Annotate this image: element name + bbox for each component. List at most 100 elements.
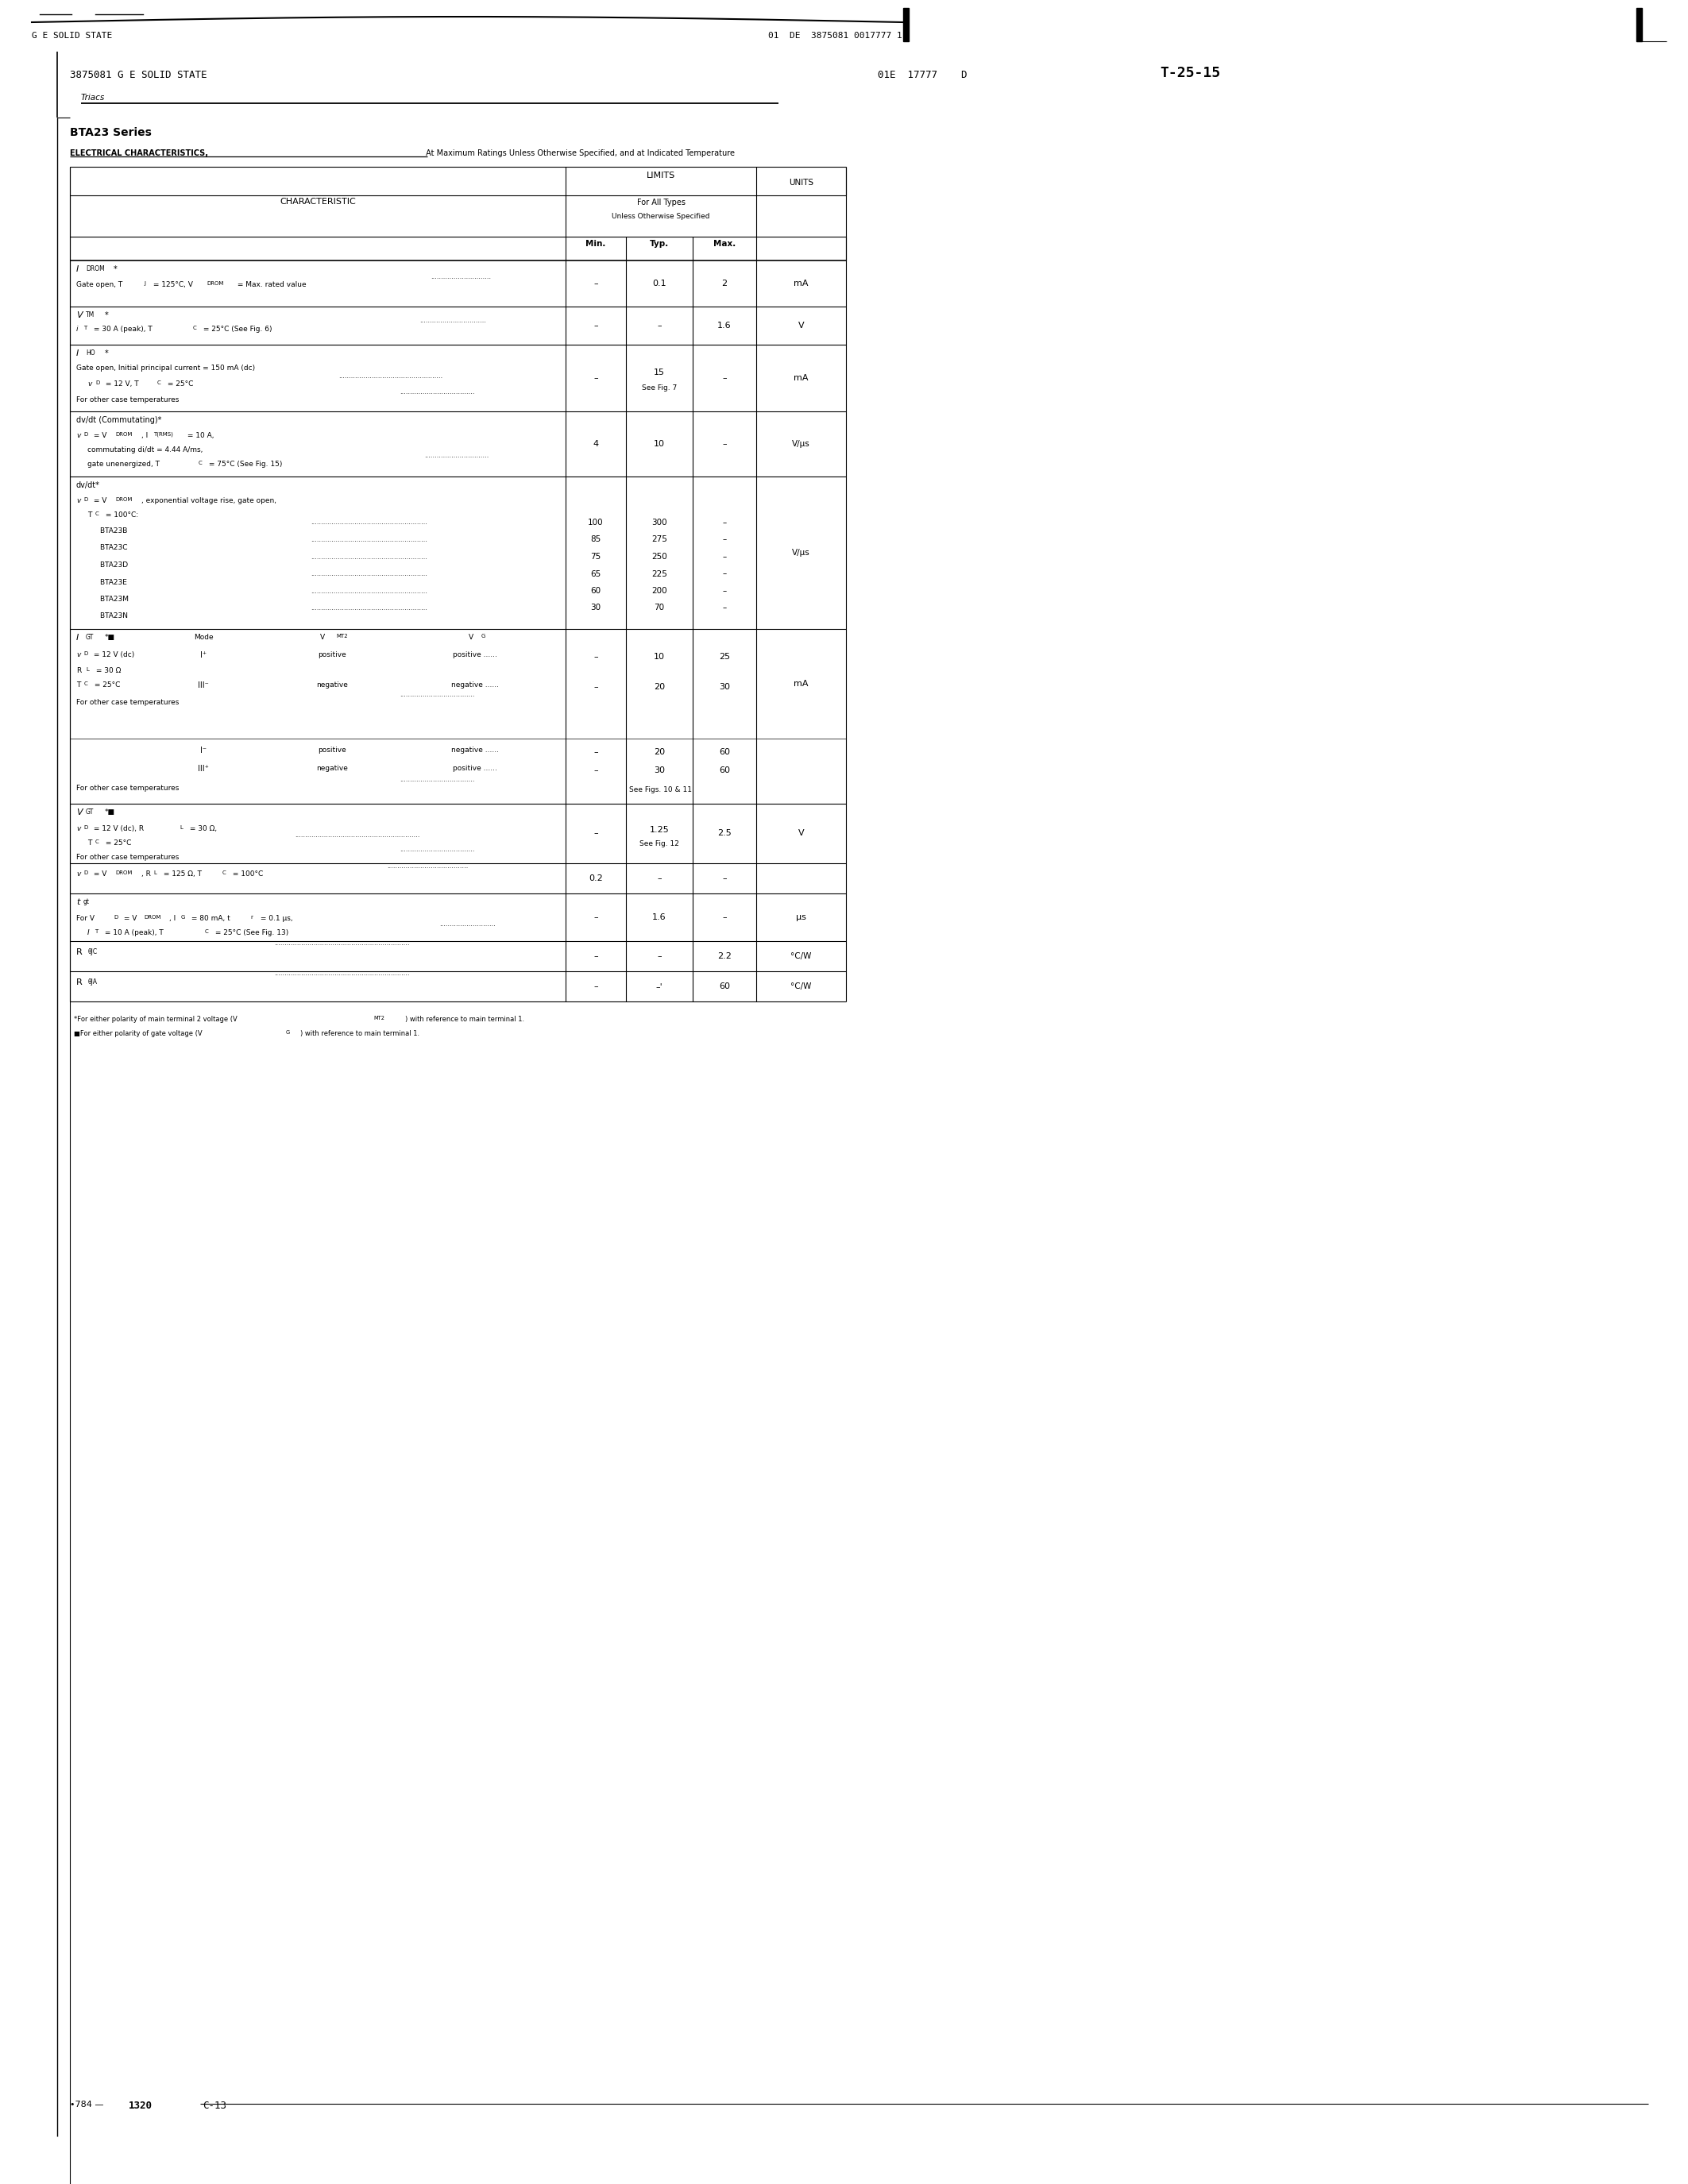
Text: mA: mA xyxy=(793,280,809,288)
Text: –: – xyxy=(594,373,598,382)
Text: 20: 20 xyxy=(653,684,665,690)
Text: DROM: DROM xyxy=(143,915,160,919)
Text: For other case temperatures: For other case temperatures xyxy=(76,395,181,404)
Text: , R: , R xyxy=(142,871,150,878)
Text: positive: positive xyxy=(317,747,346,753)
Text: ........................................................: ........................................… xyxy=(311,570,427,577)
Text: I: I xyxy=(88,928,89,937)
Text: CHARACTERISTIC: CHARACTERISTIC xyxy=(280,199,356,205)
Text: L: L xyxy=(179,826,182,830)
Text: 60: 60 xyxy=(719,749,729,756)
Text: 25: 25 xyxy=(719,653,731,662)
Text: 275: 275 xyxy=(652,535,667,544)
Text: .................................................................: ........................................… xyxy=(273,970,408,976)
Text: = 30 Ω: = 30 Ω xyxy=(95,666,122,675)
Text: t: t xyxy=(76,898,79,906)
Text: TM: TM xyxy=(86,312,95,319)
Text: C: C xyxy=(204,928,209,935)
Text: D: D xyxy=(113,915,118,919)
Text: 2.5: 2.5 xyxy=(717,830,731,836)
Text: = 25°C (See Fig. 13): = 25°C (See Fig. 13) xyxy=(213,928,290,937)
Text: –: – xyxy=(722,913,728,922)
Text: Gate open, Initial principal current = 150 mA (dc): Gate open, Initial principal current = 1… xyxy=(76,365,255,371)
Text: commutating di/dt = 4.44 A/ms,: commutating di/dt = 4.44 A/ms, xyxy=(88,446,203,454)
Text: V: V xyxy=(798,321,803,330)
Text: L: L xyxy=(154,871,157,876)
Text: V: V xyxy=(321,633,324,640)
Text: –': –' xyxy=(657,983,663,989)
Text: At Maximum Ratings Unless Otherwise Specified, and at Indicated Temperature: At Maximum Ratings Unless Otherwise Spec… xyxy=(424,149,734,157)
Text: V/μs: V/μs xyxy=(792,548,810,557)
Text: , I: , I xyxy=(142,432,149,439)
Text: v: v xyxy=(76,871,81,878)
Text: negative ......: negative ...... xyxy=(451,681,500,688)
Text: I⁻: I⁻ xyxy=(201,747,206,753)
Text: ........................................................: ........................................… xyxy=(311,587,427,594)
Text: 100: 100 xyxy=(587,518,604,526)
Text: negative: negative xyxy=(316,681,348,688)
Text: ........................................................: ........................................… xyxy=(311,535,427,544)
Text: v: v xyxy=(76,826,81,832)
Text: –: – xyxy=(722,874,728,882)
Text: θJC: θJC xyxy=(88,948,98,954)
Text: I: I xyxy=(76,349,79,358)
Text: Mode: Mode xyxy=(194,633,213,640)
Text: = 10 A (peak), T: = 10 A (peak), T xyxy=(103,928,164,937)
Text: BTA23D: BTA23D xyxy=(100,561,130,568)
Text: = 25°C: = 25°C xyxy=(165,380,196,387)
Text: = 100°C: = 100°C xyxy=(230,871,265,878)
Text: 1.6: 1.6 xyxy=(652,913,667,922)
Text: For All Types: For All Types xyxy=(636,199,685,207)
Text: 30: 30 xyxy=(719,684,729,690)
Text: r: r xyxy=(250,915,253,919)
Text: –: – xyxy=(657,321,662,330)
Text: , I: , I xyxy=(169,915,176,922)
Text: C: C xyxy=(84,681,88,686)
Text: = 125°C, V: = 125°C, V xyxy=(150,282,192,288)
Text: 0.1: 0.1 xyxy=(652,280,667,288)
Text: DROM: DROM xyxy=(115,498,132,502)
Text: 30: 30 xyxy=(591,605,601,612)
Text: ............................................................: ........................................… xyxy=(295,832,420,839)
Text: negative: negative xyxy=(316,764,348,771)
Text: 70: 70 xyxy=(655,605,665,612)
Text: Max.: Max. xyxy=(714,240,736,247)
Text: Typ.: Typ. xyxy=(650,240,668,247)
Text: BTA23M: BTA23M xyxy=(100,596,132,603)
Text: = 30 Ω,: = 30 Ω, xyxy=(187,826,218,832)
Text: MT2: MT2 xyxy=(336,633,348,638)
Text: –: – xyxy=(594,321,598,330)
Text: = 30 A (peak), T: = 30 A (peak), T xyxy=(91,325,152,332)
Text: positive ......: positive ...... xyxy=(452,651,498,657)
Text: –: – xyxy=(722,605,726,612)
Text: BTA23N: BTA23N xyxy=(100,614,130,620)
Text: C: C xyxy=(199,461,203,465)
Text: BTA23E: BTA23E xyxy=(100,579,130,585)
Text: θJA: θJA xyxy=(88,978,98,985)
Text: –: – xyxy=(594,830,598,836)
Text: °C/W: °C/W xyxy=(790,952,812,961)
Text: T: T xyxy=(88,511,91,518)
Text: –: – xyxy=(594,653,598,662)
Text: BTA23C: BTA23C xyxy=(100,544,130,553)
Text: I: I xyxy=(76,264,79,273)
Text: *: * xyxy=(105,349,108,358)
Text: G: G xyxy=(481,633,486,638)
Text: Gate open, T: Gate open, T xyxy=(76,282,123,288)
Bar xyxy=(903,9,908,41)
Text: –: – xyxy=(722,535,726,544)
Text: T: T xyxy=(95,928,98,935)
Text: •784 —: •784 — xyxy=(69,2101,103,2108)
Text: = 25°C: = 25°C xyxy=(93,681,120,688)
Text: –: – xyxy=(722,518,726,526)
Text: 01  DE  3875081 0017777 1: 01 DE 3875081 0017777 1 xyxy=(768,33,901,39)
Text: D: D xyxy=(83,432,88,437)
Text: R: R xyxy=(76,948,83,957)
Text: Min.: Min. xyxy=(586,240,606,247)
Text: G: G xyxy=(285,1031,290,1035)
Text: T: T xyxy=(83,325,86,330)
Text: = 0.1 μs,: = 0.1 μs, xyxy=(258,915,292,922)
Text: –: – xyxy=(594,767,598,775)
Text: C: C xyxy=(223,871,226,876)
Text: v: v xyxy=(76,432,81,439)
